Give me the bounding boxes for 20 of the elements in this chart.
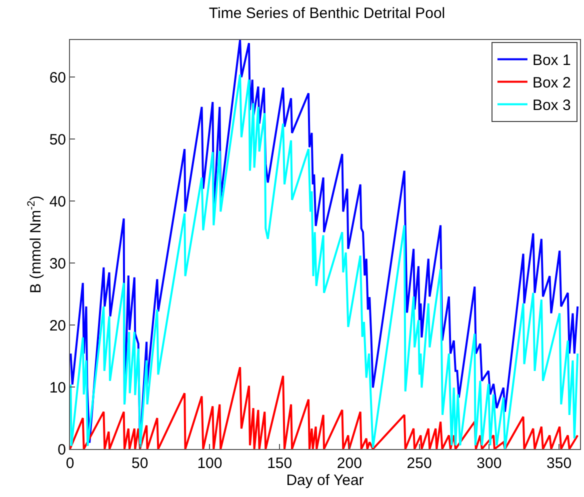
y-tick-label: 20 [49, 317, 66, 334]
x-tick-label: 50 [132, 455, 148, 472]
x-tick-label: 300 [476, 455, 502, 472]
line-series [70, 366, 579, 449]
x-tick-label: 100 [197, 455, 222, 472]
legend-label: Box 1 [532, 52, 571, 70]
legend-label: Box 3 [532, 97, 571, 114]
y-tick-label: 60 [49, 69, 66, 86]
y-tick-label: 0 [58, 441, 66, 458]
chart-title: Time Series of Benthic Detrital Pool [208, 4, 446, 22]
x-tick-label: 350 [546, 455, 572, 472]
x-tick-label: 200 [336, 455, 362, 472]
y-tick-label: 10 [49, 379, 66, 396]
x-axis-title: Day of Year [286, 472, 364, 489]
legend-label: Box 2 [532, 74, 571, 92]
x-tick-label: 250 [406, 455, 432, 472]
y-tick-label: 30 [49, 255, 66, 272]
y-tick-label: 40 [49, 193, 66, 210]
y-tick-label: 50 [49, 131, 66, 148]
x-tick-label: 150 [267, 455, 292, 472]
